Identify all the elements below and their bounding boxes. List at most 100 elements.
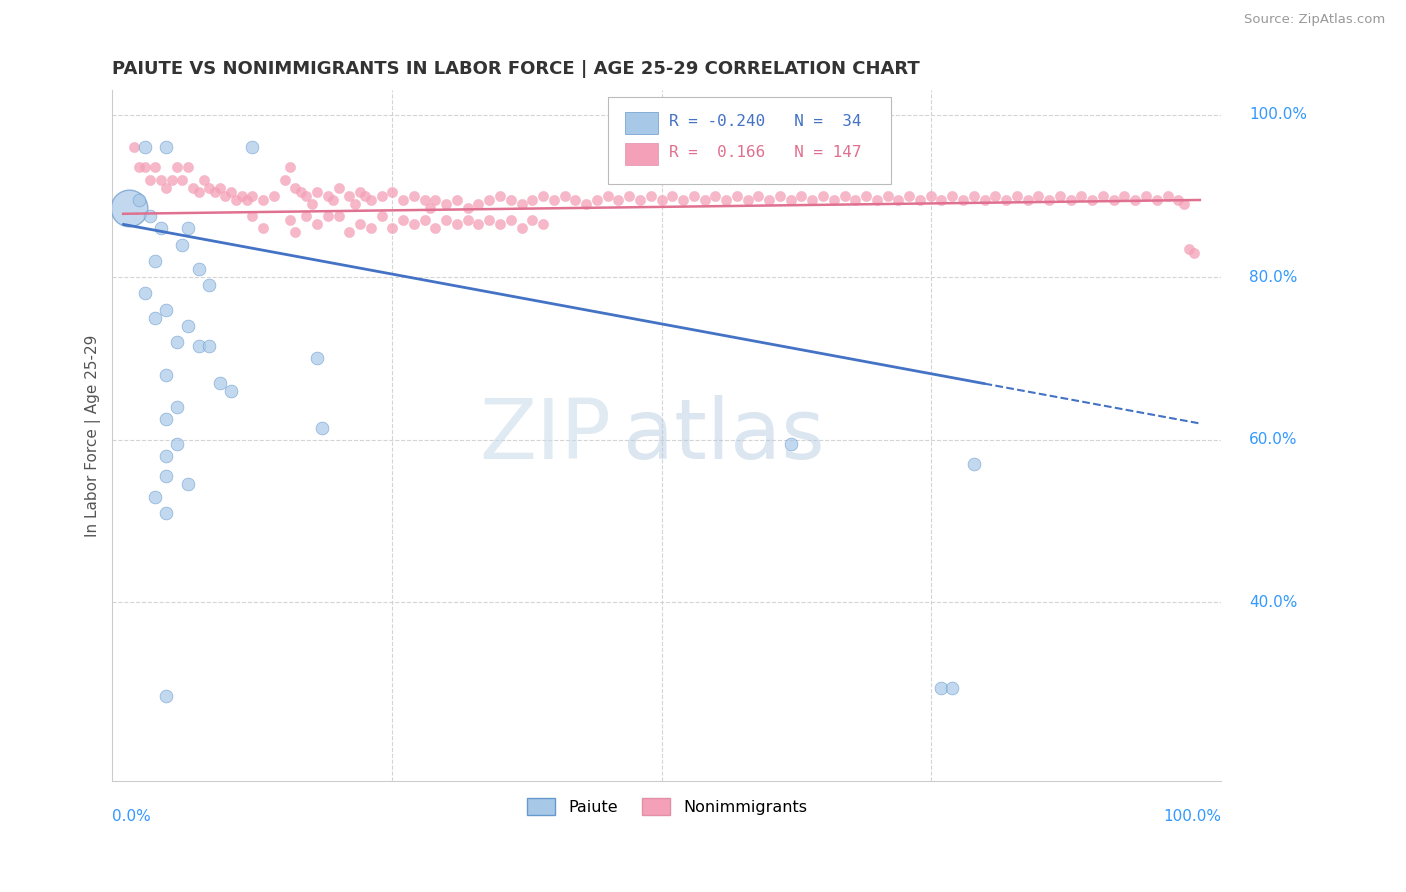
Point bbox=[1135, 189, 1157, 203]
Point bbox=[467, 197, 489, 211]
Point bbox=[166, 335, 188, 350]
Point bbox=[295, 209, 318, 223]
Point bbox=[198, 278, 221, 293]
Point bbox=[467, 218, 489, 232]
Point bbox=[457, 201, 479, 215]
Point bbox=[952, 193, 974, 207]
Point bbox=[941, 681, 963, 695]
Point bbox=[1091, 189, 1114, 203]
Text: 100.0%: 100.0% bbox=[1249, 107, 1308, 122]
Point bbox=[349, 218, 371, 232]
Point bbox=[531, 218, 554, 232]
Point bbox=[145, 161, 167, 175]
Point bbox=[155, 140, 177, 154]
Point bbox=[425, 193, 447, 207]
Point bbox=[801, 193, 824, 207]
Point bbox=[446, 193, 468, 207]
Text: atlas: atlas bbox=[623, 395, 824, 476]
Point bbox=[823, 193, 845, 207]
Point bbox=[714, 193, 737, 207]
Point bbox=[305, 218, 328, 232]
Point bbox=[316, 189, 339, 203]
Point bbox=[328, 209, 350, 223]
Point bbox=[586, 193, 609, 207]
Point bbox=[1017, 193, 1039, 207]
Text: R =  0.166   N = 147: R = 0.166 N = 147 bbox=[669, 145, 862, 160]
Point bbox=[242, 189, 264, 203]
Point bbox=[682, 189, 704, 203]
FancyBboxPatch shape bbox=[624, 143, 658, 165]
Point bbox=[198, 181, 221, 195]
Point bbox=[155, 689, 177, 703]
Text: Source: ZipAtlas.com: Source: ZipAtlas.com bbox=[1244, 13, 1385, 27]
Point bbox=[1184, 245, 1206, 260]
Point bbox=[242, 140, 264, 154]
Point bbox=[381, 185, 404, 199]
Text: 100.0%: 100.0% bbox=[1163, 809, 1222, 823]
Point bbox=[128, 161, 150, 175]
Point bbox=[402, 189, 425, 203]
Point bbox=[316, 209, 339, 223]
Point bbox=[1146, 193, 1168, 207]
Point bbox=[263, 189, 285, 203]
Point bbox=[1070, 189, 1092, 203]
Point bbox=[1059, 193, 1081, 207]
Point bbox=[446, 218, 468, 232]
Point bbox=[284, 226, 307, 240]
Point bbox=[290, 185, 312, 199]
Text: PAIUTE VS NONIMMIGRANTS IN LABOR FORCE | AGE 25-29 CORRELATION CHART: PAIUTE VS NONIMMIGRANTS IN LABOR FORCE |… bbox=[112, 60, 920, 78]
Point bbox=[1156, 189, 1178, 203]
Point bbox=[198, 339, 221, 353]
Point bbox=[425, 221, 447, 235]
Point bbox=[139, 172, 162, 186]
Point bbox=[963, 457, 986, 471]
Point bbox=[166, 400, 188, 414]
Text: 0.0%: 0.0% bbox=[112, 809, 152, 823]
Point bbox=[489, 218, 512, 232]
Point bbox=[1102, 193, 1125, 207]
Point bbox=[941, 189, 963, 203]
Point bbox=[596, 189, 619, 203]
Point bbox=[155, 181, 177, 195]
Point bbox=[650, 193, 672, 207]
Point bbox=[155, 302, 177, 317]
Point bbox=[531, 189, 554, 203]
FancyBboxPatch shape bbox=[609, 97, 891, 184]
Point bbox=[236, 193, 259, 207]
Point bbox=[489, 189, 512, 203]
Point bbox=[155, 506, 177, 520]
Point bbox=[510, 221, 533, 235]
Point bbox=[354, 189, 377, 203]
Point bbox=[305, 185, 328, 199]
Point bbox=[337, 226, 360, 240]
Point bbox=[209, 376, 232, 390]
Point bbox=[392, 213, 415, 227]
Point bbox=[898, 189, 921, 203]
Point bbox=[284, 181, 307, 195]
Point bbox=[737, 193, 759, 207]
Point bbox=[278, 213, 301, 227]
Point bbox=[499, 193, 522, 207]
Point bbox=[758, 193, 780, 207]
Point bbox=[661, 189, 683, 203]
Point bbox=[172, 237, 194, 252]
Point bbox=[166, 161, 188, 175]
Point bbox=[370, 209, 392, 223]
Point bbox=[457, 213, 479, 227]
Point bbox=[779, 436, 801, 450]
Text: R = -0.240   N =  34: R = -0.240 N = 34 bbox=[669, 114, 862, 128]
Point bbox=[1005, 189, 1028, 203]
Point bbox=[995, 193, 1018, 207]
Point bbox=[225, 193, 247, 207]
Point bbox=[305, 351, 328, 366]
Point bbox=[619, 189, 641, 203]
Point bbox=[134, 140, 156, 154]
Point bbox=[343, 197, 366, 211]
Point bbox=[177, 221, 200, 235]
Point bbox=[231, 189, 253, 203]
Point bbox=[155, 412, 177, 426]
Point bbox=[1038, 193, 1060, 207]
Point bbox=[252, 193, 274, 207]
Point bbox=[554, 189, 576, 203]
Text: 60.0%: 60.0% bbox=[1249, 433, 1298, 447]
